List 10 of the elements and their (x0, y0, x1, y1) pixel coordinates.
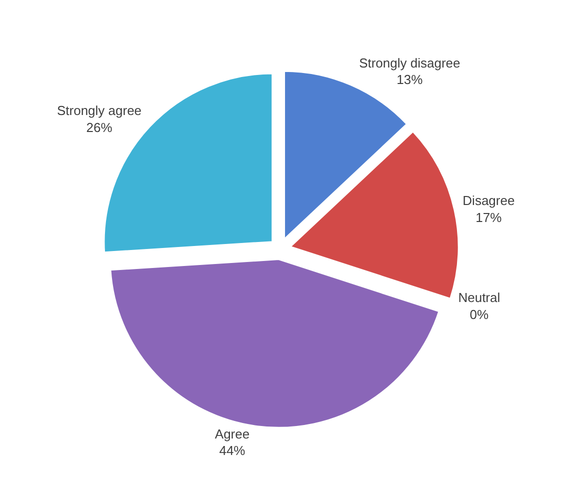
slice-label: Disagree (462, 193, 515, 208)
text: 0% (470, 306, 489, 322)
slice-label: Agree (214, 426, 250, 442)
data-label: 13% (396, 72, 424, 88)
category-label: Neutral (458, 290, 500, 305)
slice-label: Strongly disagree (359, 55, 460, 70)
data-label: 26% (86, 120, 113, 135)
data-label: 44% (219, 443, 246, 458)
slice-label: Strongly agree (56, 103, 142, 118)
data-label: 17% (476, 210, 502, 226)
